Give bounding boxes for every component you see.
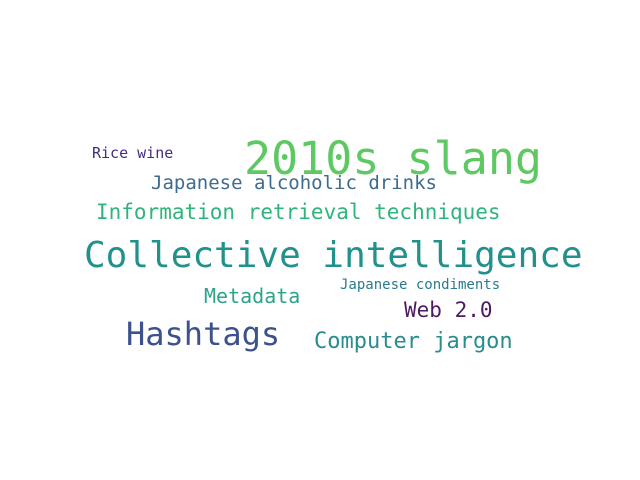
- word-web-2-0: Web 2.0: [404, 298, 493, 322]
- word-rice-wine: Rice wine: [92, 144, 174, 162]
- word-computer-jargon: Computer jargon: [314, 329, 513, 354]
- word-metadata: Metadata: [204, 284, 301, 308]
- word-collective-intelligence: Collective intelligence: [84, 235, 583, 276]
- word-2010s-slang: 2010s slang: [244, 132, 543, 185]
- word-information-retrieval-techniques: Information retrieval techniques: [96, 200, 501, 224]
- word-japanese-alcoholic-drinks: Japanese alcoholic drinks: [151, 172, 437, 194]
- word-japanese-condiments: Japanese condiments: [340, 277, 501, 293]
- word-hashtags: Hashtags: [126, 315, 281, 353]
